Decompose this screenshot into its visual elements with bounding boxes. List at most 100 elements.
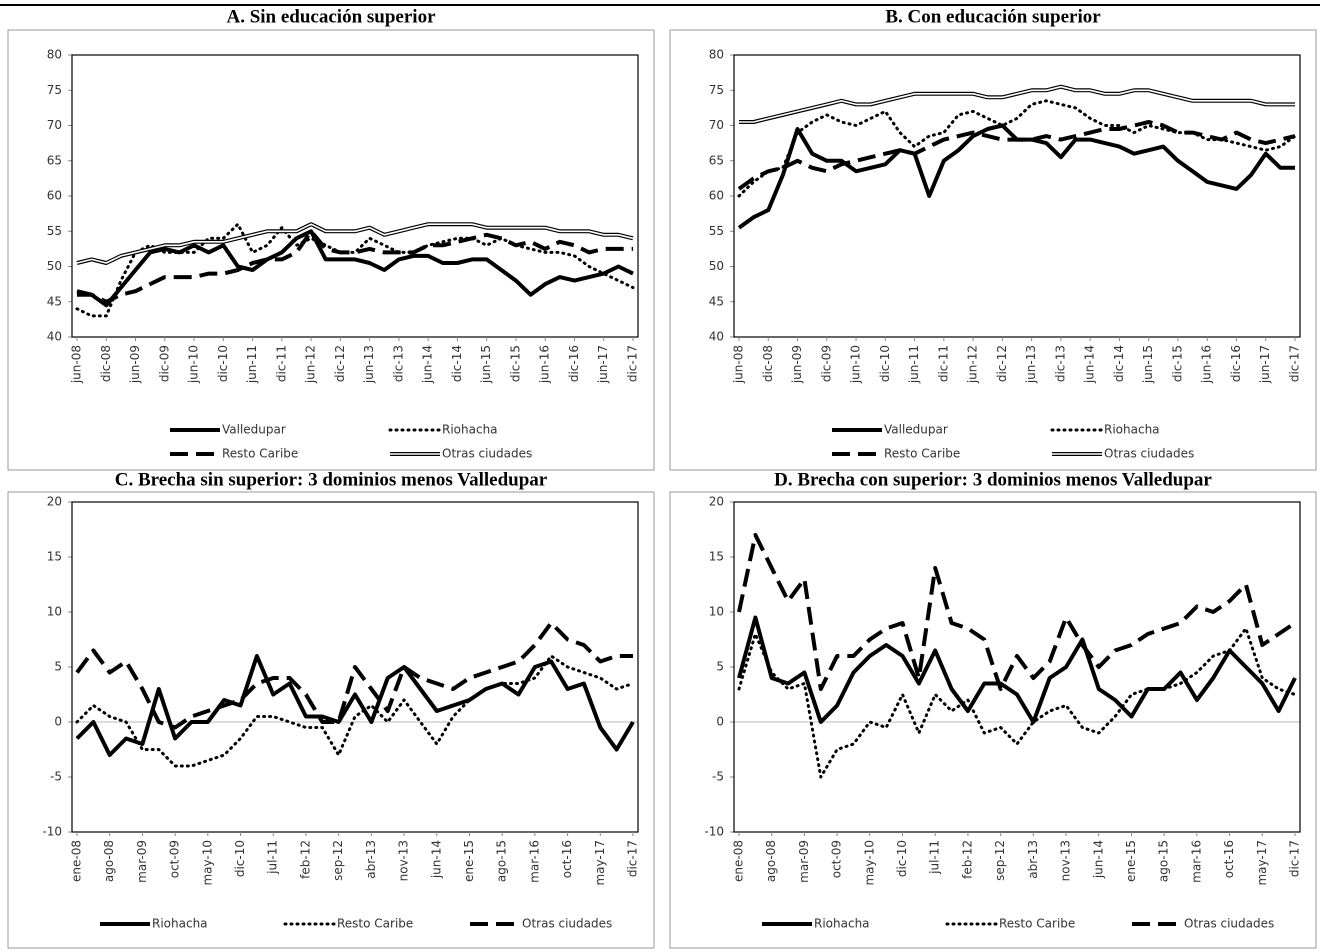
- x-tick-label: jul-11: [928, 840, 942, 875]
- x-tick-label: oct-16: [1222, 840, 1236, 878]
- legend-label: Valledupar: [222, 423, 286, 437]
- legend-label: Otras ciudades: [442, 447, 532, 461]
- series-line: [76, 223, 634, 264]
- y-tick-label: 60: [709, 189, 724, 203]
- x-tick-label: jun-11: [245, 345, 259, 384]
- x-tick-label: ago-15: [495, 840, 509, 882]
- x-tick-label: may-10: [862, 840, 876, 886]
- y-tick-label: 50: [47, 259, 62, 273]
- panel-border: [7, 491, 655, 949]
- x-tick-label: dic-12: [995, 345, 1009, 382]
- series-line: [75, 654, 635, 757]
- panel-border: [669, 29, 1317, 471]
- panel-title: A. Sin educación superior: [226, 6, 436, 27]
- y-tick-label: 55: [709, 224, 724, 238]
- x-tick-label: dic-09: [819, 345, 833, 382]
- series-line: [737, 533, 1297, 691]
- legend-label: Otras ciudades: [1104, 447, 1194, 461]
- x-tick-label: dic-15: [508, 345, 522, 382]
- x-tick-label: dic-09: [157, 345, 171, 382]
- x-tick-label: jul-11: [266, 840, 280, 875]
- x-tick-label: dic-11: [936, 345, 950, 382]
- legend-label: Otras ciudades: [522, 917, 612, 931]
- legend-label: Riohacha: [1104, 423, 1160, 437]
- x-tick-label: abr-13: [364, 840, 378, 879]
- x-tick-label: dic-08: [761, 345, 775, 382]
- y-tick-label: 10: [47, 605, 62, 619]
- x-tick-label: jun-12: [304, 345, 318, 384]
- panel-title: C. Brecha sin superior: 3 dominios menos…: [115, 469, 548, 490]
- legend-label: Resto Caribe: [337, 917, 413, 931]
- x-tick-label: dic-14: [450, 345, 464, 382]
- y-tick-label: 80: [47, 48, 62, 62]
- x-tick-label: jun-17: [1258, 345, 1272, 384]
- x-tick-label: jun-08: [732, 345, 746, 384]
- y-tick-label: -10: [704, 825, 724, 839]
- x-tick-label: abr-13: [1026, 840, 1040, 879]
- x-tick-label: may-17: [593, 840, 607, 886]
- y-tick-label: -10: [42, 825, 62, 839]
- y-tick-label: 45: [709, 294, 724, 308]
- y-tick-label: 65: [709, 153, 724, 167]
- y-tick-label: 20: [47, 495, 62, 509]
- x-tick-label: oct-09: [830, 840, 844, 878]
- plot-area: [733, 54, 1301, 338]
- x-tick-label: jun-14: [421, 345, 435, 384]
- y-tick-label: 80: [709, 48, 724, 62]
- x-tick-label: jun-17: [596, 345, 610, 384]
- series-line: [76, 222, 634, 265]
- x-tick-label: mar-16: [527, 840, 541, 883]
- x-tick-label: dic-11: [274, 345, 288, 382]
- x-tick-label: may-17: [1255, 840, 1269, 886]
- legend-label: Riohacha: [442, 423, 498, 437]
- x-tick-label: jun-13: [1024, 345, 1038, 384]
- x-tick-label: jun-10: [187, 345, 201, 384]
- y-tick-label: 20: [709, 495, 724, 509]
- x-tick-label: jun-11: [907, 345, 921, 384]
- x-tick-label: dic-10: [233, 840, 247, 877]
- x-tick-label: may-10: [200, 840, 214, 886]
- series-line: [737, 615, 1297, 724]
- x-tick-label: oct-09: [168, 840, 182, 878]
- y-tick-label: 5: [716, 660, 724, 674]
- series-line: [75, 621, 633, 730]
- x-tick-label: dic-10: [878, 345, 892, 382]
- legend-label: Valledupar: [884, 423, 948, 437]
- y-tick-label: 15: [47, 550, 62, 564]
- x-tick-label: dic-17: [1288, 345, 1302, 382]
- legend-label: Riohacha: [814, 917, 870, 931]
- x-tick-label: jun-15: [479, 345, 493, 384]
- x-tick-label: jun-09: [790, 345, 804, 384]
- y-tick-label: -5: [50, 770, 62, 784]
- series-line: [75, 222, 635, 318]
- series-line: [77, 229, 634, 308]
- y-tick-label: 40: [709, 330, 724, 344]
- x-tick-label: dic-17: [626, 345, 640, 382]
- x-tick-label: nov-13: [1059, 840, 1073, 881]
- y-tick-label: 40: [47, 330, 62, 344]
- x-tick-label: dic-16: [567, 345, 581, 382]
- panel-title: D. Brecha con superior: 3 dominios menos…: [774, 469, 1212, 490]
- x-tick-label: jun-14: [1091, 840, 1105, 879]
- x-tick-label: nov-13: [397, 840, 411, 881]
- panel-border: [669, 491, 1317, 949]
- plot-area: [71, 54, 639, 338]
- y-tick-label: 65: [47, 153, 62, 167]
- y-tick-label: 70: [47, 118, 62, 132]
- x-tick-label: ago-08: [764, 840, 778, 882]
- x-tick-label: mar-09: [135, 840, 149, 883]
- x-tick-label: ene-15: [1124, 840, 1138, 882]
- x-tick-label: jun-10: [849, 345, 863, 384]
- legend-label: Resto Caribe: [999, 917, 1075, 931]
- x-tick-label: dic-14: [1112, 345, 1126, 382]
- y-tick-label: 45: [47, 294, 62, 308]
- y-tick-label: 0: [54, 715, 62, 729]
- panel-title: B. Con educación superior: [885, 6, 1101, 27]
- x-tick-label: ene-15: [462, 840, 476, 882]
- series-line: [737, 627, 1297, 779]
- x-tick-label: sep-12: [993, 840, 1007, 881]
- series-line: [75, 654, 635, 768]
- x-tick-label: sep-12: [331, 840, 345, 881]
- x-tick-label: mar-16: [1189, 840, 1203, 883]
- x-tick-label: dic-10: [216, 345, 230, 382]
